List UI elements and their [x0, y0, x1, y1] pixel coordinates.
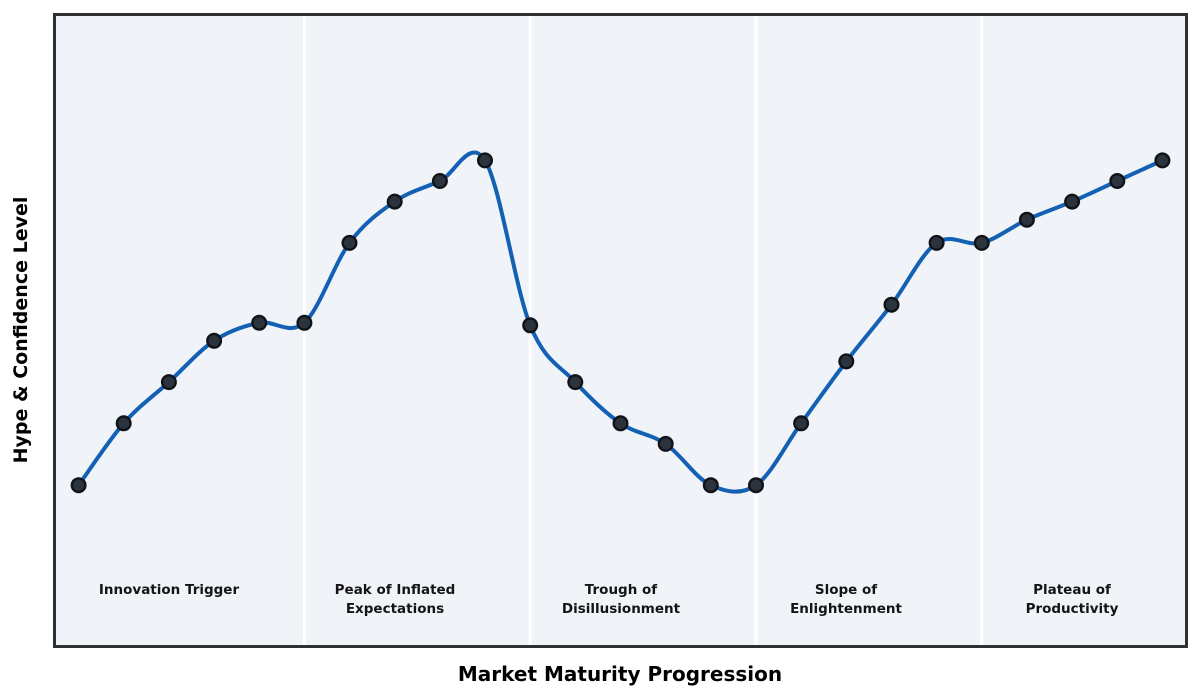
phase-label-plateau-of-productivity: Plateau of Productivity	[1025, 582, 1119, 617]
phase-label-trough-of-disillusionment: Trough of Disillusionment	[561, 582, 681, 617]
phase-label-slope-of-enlightenment: Slope of Enlightenment	[790, 582, 902, 617]
y-axis-label: Hype & Confidence Level	[10, 196, 32, 464]
phase-label-innovation-trigger: Innovation Trigger	[98, 582, 240, 598]
phase-label-peak-of-inflated-expectations: Peak of Inflated Expectations	[334, 582, 456, 617]
x-axis-label: Market Maturity Progression	[457, 662, 783, 686]
plot-area	[53, 13, 1188, 648]
